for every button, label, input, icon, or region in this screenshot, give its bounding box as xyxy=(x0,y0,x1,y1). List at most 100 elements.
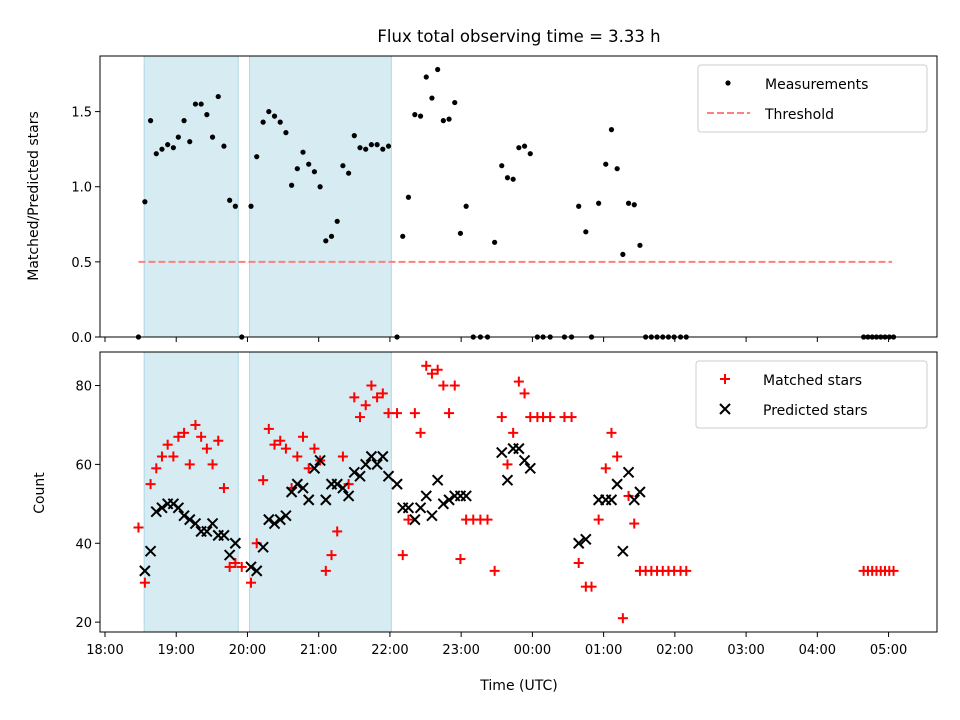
legend-measurements-label: Measurements xyxy=(765,77,868,93)
measurement-point xyxy=(198,101,204,107)
predicted-star-point xyxy=(245,561,257,573)
y-tick-label: 80 xyxy=(75,380,92,395)
measurement-point xyxy=(385,143,392,149)
matched-star-point xyxy=(156,451,167,462)
top-legend-box xyxy=(697,64,928,133)
predicted-star-point xyxy=(426,509,438,522)
x-tick-label: 00:00 xyxy=(514,643,551,658)
measurement-point xyxy=(266,108,272,115)
measurement-point xyxy=(576,203,582,209)
predicted-star-point xyxy=(622,466,635,478)
measurement-point xyxy=(227,197,233,203)
predicted-star-point xyxy=(280,509,292,522)
predicted-star-point xyxy=(460,490,472,502)
predicted-star-point xyxy=(611,478,623,490)
measurement-point xyxy=(232,203,238,209)
bottom-spans xyxy=(143,351,392,633)
observing-span-1 xyxy=(143,55,239,338)
x-tick-label: 03:00 xyxy=(727,643,764,658)
predicted-star-point xyxy=(365,450,378,463)
matched-star-point xyxy=(337,451,348,462)
matched-star-point xyxy=(566,412,577,423)
legend-matched-label: Matched stars xyxy=(763,373,862,389)
predicted-star-point xyxy=(437,498,450,510)
matched-star-point xyxy=(168,451,179,462)
measurement-point xyxy=(153,151,159,157)
measurement-point xyxy=(289,182,295,188)
measurement-point xyxy=(423,74,429,80)
predicted-star-point xyxy=(513,442,525,455)
y-tick-label: 0.0 xyxy=(71,331,92,346)
predicted-star-point xyxy=(402,502,415,514)
matched-star-point xyxy=(392,408,403,419)
measurement-point xyxy=(215,93,221,100)
predicted-star-point xyxy=(572,537,585,549)
measurement-point xyxy=(446,116,452,122)
matched-star-point xyxy=(236,561,247,572)
measurement-point xyxy=(625,200,632,206)
measurement-point xyxy=(499,163,505,169)
matched-star-point xyxy=(320,565,331,576)
measurement-point xyxy=(637,242,643,248)
predicted-star-point xyxy=(371,458,383,471)
measurement-point xyxy=(363,146,369,152)
matched-star-point xyxy=(196,431,207,442)
measurement-point xyxy=(380,146,386,152)
bottom-x-axis: 18:00 19:00 20:00 21:00 22:00 23:00 00:00 01:00… xyxy=(86,632,907,658)
matched-star-point xyxy=(151,463,162,474)
predicted-star-point xyxy=(251,565,263,577)
bottom-points xyxy=(133,360,899,624)
measurement-point xyxy=(204,112,210,118)
predicted-star-point xyxy=(414,502,427,514)
top-x-ticks xyxy=(104,337,890,342)
measurement-point xyxy=(147,118,154,124)
matched-star-point xyxy=(201,443,212,454)
matched-star-point xyxy=(438,380,449,391)
matched-star-point xyxy=(179,427,190,438)
measurement-point xyxy=(283,130,289,136)
bottom-y-axis-label: Count xyxy=(32,472,48,514)
matched-star-point xyxy=(139,577,150,588)
predicted-star-point xyxy=(331,478,343,490)
predicted-star-point xyxy=(420,490,432,502)
measurement-point xyxy=(328,233,335,239)
measurement-point xyxy=(374,142,380,148)
matched-star-point xyxy=(496,412,507,423)
matched-star-point xyxy=(366,380,377,391)
measurement-point xyxy=(608,127,615,133)
matched-star-point xyxy=(184,459,195,470)
top-y-axis-label: Matched/Predicted stars xyxy=(26,111,42,281)
matched-star-point xyxy=(383,408,394,419)
matched-star-point xyxy=(258,475,269,486)
predicted-star-point xyxy=(359,458,372,471)
measurement-point xyxy=(510,176,516,182)
predicted-star-point xyxy=(354,470,366,482)
measurement-point xyxy=(368,142,375,148)
predicted-star-point xyxy=(409,513,421,526)
bottom-plot-frame xyxy=(99,351,938,633)
matched-star-point xyxy=(449,380,460,391)
measurement-point xyxy=(614,166,620,172)
predicted-star-point xyxy=(496,446,508,459)
matched-star-point xyxy=(513,376,524,387)
predicted-star-point xyxy=(605,494,618,506)
measurement-point xyxy=(317,184,323,190)
measurement-point xyxy=(187,139,193,145)
measurement-point xyxy=(631,202,637,208)
predicted-star-point xyxy=(443,494,455,506)
measurement-point xyxy=(271,113,278,119)
matched-star-point xyxy=(593,514,604,525)
matched-star-point xyxy=(623,490,634,501)
x-tick-label: 23:00 xyxy=(442,643,479,658)
measurement-point xyxy=(340,163,346,169)
predicted-star-point xyxy=(139,565,151,577)
matched-star-point xyxy=(360,400,371,411)
matched-star-point xyxy=(482,514,493,525)
legend-measurements-marker xyxy=(725,80,731,86)
matched-star-point xyxy=(332,526,343,537)
predicted-star-point xyxy=(189,517,202,530)
matched-star-point xyxy=(343,479,354,490)
predicted-star-point xyxy=(144,545,157,557)
bottom-legend-box xyxy=(695,360,928,429)
measurement-point xyxy=(181,118,187,124)
